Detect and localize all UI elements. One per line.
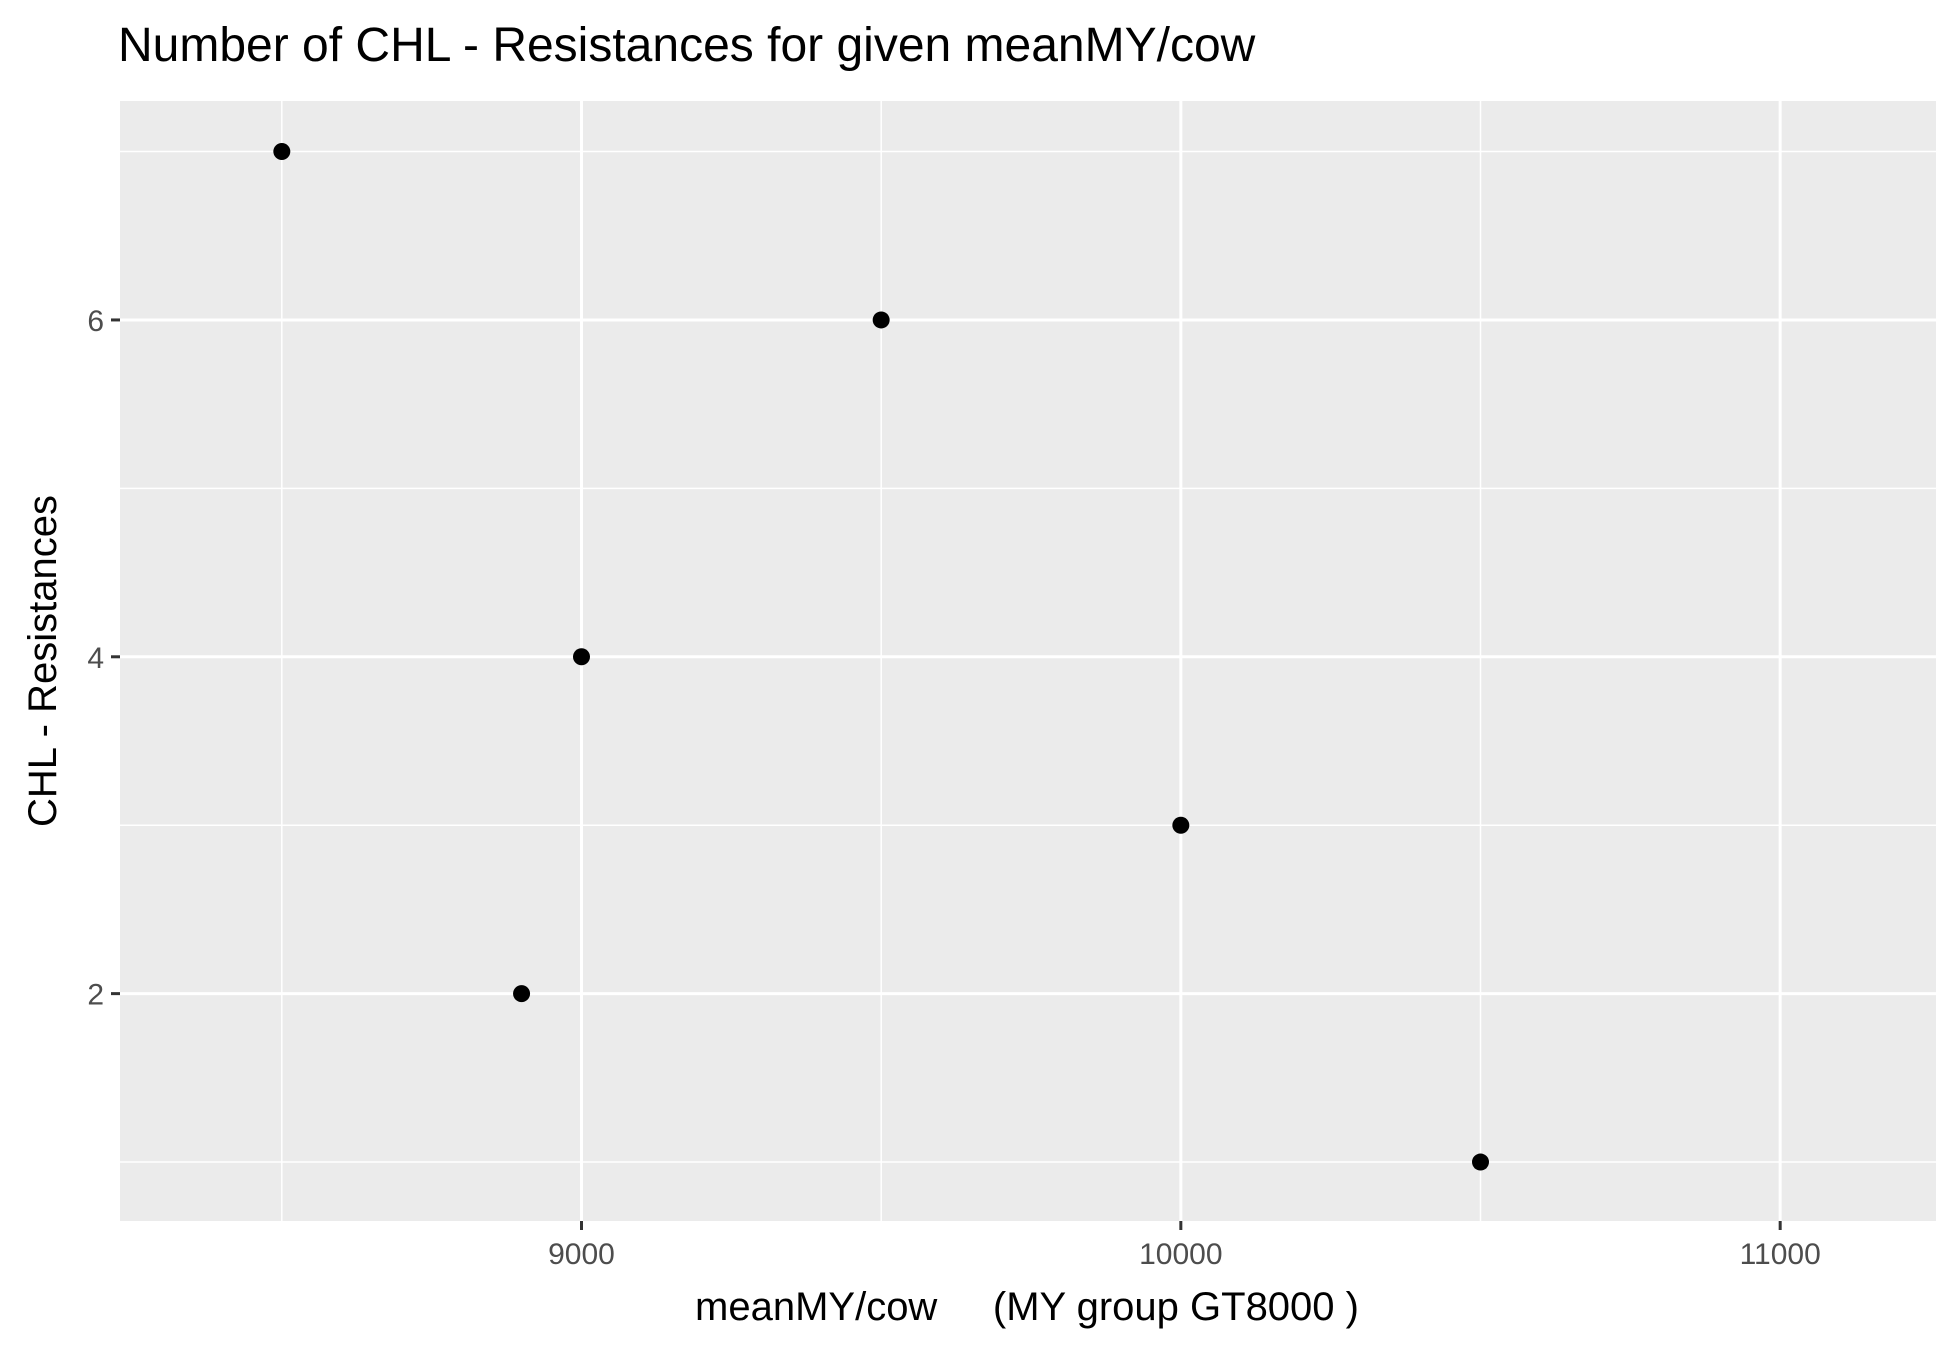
chart-title: Number of CHL - Resistances for given me… (118, 19, 1256, 72)
x-tick-label: 10000 (1139, 1238, 1222, 1271)
data-point (1472, 1153, 1490, 1171)
plot-panel (120, 101, 1936, 1221)
y-tick-label: 6 (87, 305, 104, 338)
x-tick-labels: 9000 10000 11000 (548, 1238, 1821, 1271)
data-point (872, 311, 890, 329)
axis-ticks (111, 318, 1782, 1230)
data-point (572, 648, 590, 666)
x-tick-label: 9000 (548, 1238, 615, 1271)
data-point (273, 143, 291, 161)
x-tick-label: 11000 (1740, 1238, 1821, 1271)
y-tick-labels: 2 4 6 (87, 305, 104, 1012)
x-axis-title: meanMY/cow (MY group GT8000 ) (695, 1285, 1359, 1329)
data-point (513, 985, 531, 1003)
major-gridlines (120, 101, 1936, 1221)
y-axis-title: CHL - Resistances (21, 495, 65, 827)
y-tick-label: 4 (87, 642, 104, 675)
y-tick-label: 2 (87, 979, 104, 1012)
data-point (1172, 816, 1190, 834)
data-points (273, 143, 1490, 1171)
minor-gridlines (120, 101, 1936, 1221)
